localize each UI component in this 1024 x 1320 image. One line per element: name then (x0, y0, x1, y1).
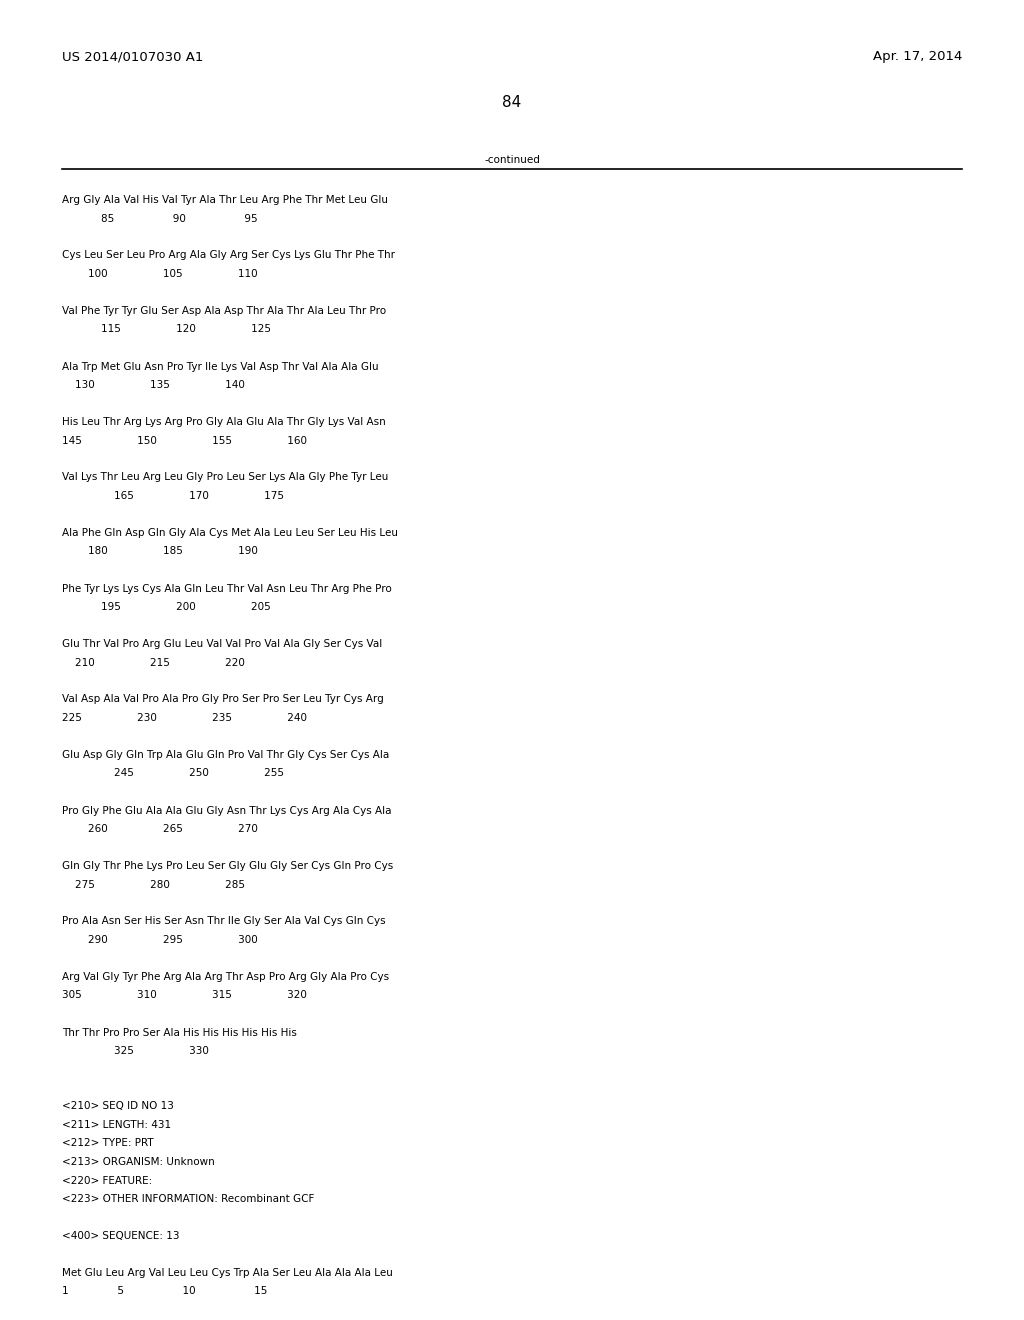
Text: Val Lys Thr Leu Arg Leu Gly Pro Leu Ser Lys Ala Gly Phe Tyr Leu: Val Lys Thr Leu Arg Leu Gly Pro Leu Ser … (62, 473, 388, 483)
Text: <223> OTHER INFORMATION: Recombinant GCF: <223> OTHER INFORMATION: Recombinant GCF (62, 1195, 314, 1204)
Text: Cys Leu Ser Leu Pro Arg Ala Gly Arg Ser Cys Lys Glu Thr Phe Thr: Cys Leu Ser Leu Pro Arg Ala Gly Arg Ser … (62, 251, 395, 260)
Text: Ala Phe Gln Asp Gln Gly Ala Cys Met Ala Leu Leu Ser Leu His Leu: Ala Phe Gln Asp Gln Gly Ala Cys Met Ala … (62, 528, 398, 539)
Text: 115                 120                 125: 115 120 125 (62, 325, 271, 334)
Text: 180                 185                 190: 180 185 190 (62, 546, 258, 557)
Text: Met Glu Leu Arg Val Leu Leu Cys Trp Ala Ser Leu Ala Ala Ala Leu: Met Glu Leu Arg Val Leu Leu Cys Trp Ala … (62, 1269, 393, 1278)
Text: 130                 135                 140: 130 135 140 (62, 380, 245, 389)
Text: 165                 170                 175: 165 170 175 (62, 491, 284, 502)
Text: <400> SEQUENCE: 13: <400> SEQUENCE: 13 (62, 1232, 179, 1241)
Text: 195                 200                 205: 195 200 205 (62, 602, 270, 612)
Text: <210> SEQ ID NO 13: <210> SEQ ID NO 13 (62, 1101, 174, 1111)
Text: <212> TYPE: PRT: <212> TYPE: PRT (62, 1138, 154, 1148)
Text: US 2014/0107030 A1: US 2014/0107030 A1 (62, 50, 204, 63)
Text: Val Phe Tyr Tyr Glu Ser Asp Ala Asp Thr Ala Thr Ala Leu Thr Pro: Val Phe Tyr Tyr Glu Ser Asp Ala Asp Thr … (62, 306, 386, 315)
Text: 1               5                  10                  15: 1 5 10 15 (62, 1287, 267, 1296)
Text: Phe Tyr Lys Lys Cys Ala Gln Leu Thr Val Asn Leu Thr Arg Phe Pro: Phe Tyr Lys Lys Cys Ala Gln Leu Thr Val … (62, 583, 392, 594)
Text: -continued: -continued (484, 154, 540, 165)
Text: Pro Ala Asn Ser His Ser Asn Thr Ile Gly Ser Ala Val Cys Gln Cys: Pro Ala Asn Ser His Ser Asn Thr Ile Gly … (62, 916, 386, 927)
Text: Pro Gly Phe Glu Ala Ala Glu Gly Asn Thr Lys Cys Arg Ala Cys Ala: Pro Gly Phe Glu Ala Ala Glu Gly Asn Thr … (62, 805, 391, 816)
Text: 260                 265                 270: 260 265 270 (62, 824, 258, 834)
Text: Val Asp Ala Val Pro Ala Pro Gly Pro Ser Pro Ser Leu Tyr Cys Arg: Val Asp Ala Val Pro Ala Pro Gly Pro Ser … (62, 694, 384, 705)
Text: 85                  90                  95: 85 90 95 (62, 214, 258, 223)
Text: Glu Asp Gly Gln Trp Ala Glu Gln Pro Val Thr Gly Cys Ser Cys Ala: Glu Asp Gly Gln Trp Ala Glu Gln Pro Val … (62, 750, 389, 760)
Text: His Leu Thr Arg Lys Arg Pro Gly Ala Glu Ala Thr Gly Lys Val Asn: His Leu Thr Arg Lys Arg Pro Gly Ala Glu … (62, 417, 386, 426)
Text: 84: 84 (503, 95, 521, 110)
Text: <220> FEATURE:: <220> FEATURE: (62, 1176, 153, 1185)
Text: Arg Val Gly Tyr Phe Arg Ala Arg Thr Asp Pro Arg Gly Ala Pro Cys: Arg Val Gly Tyr Phe Arg Ala Arg Thr Asp … (62, 972, 389, 982)
Text: 290                 295                 300: 290 295 300 (62, 935, 258, 945)
Text: Arg Gly Ala Val His Val Tyr Ala Thr Leu Arg Phe Thr Met Leu Glu: Arg Gly Ala Val His Val Tyr Ala Thr Leu … (62, 195, 388, 205)
Text: 210                 215                 220: 210 215 220 (62, 657, 245, 668)
Text: 100                 105                 110: 100 105 110 (62, 269, 258, 279)
Text: Ala Trp Met Glu Asn Pro Tyr Ile Lys Val Asp Thr Val Ala Ala Glu: Ala Trp Met Glu Asn Pro Tyr Ile Lys Val … (62, 362, 379, 371)
Text: 305                 310                 315                 320: 305 310 315 320 (62, 990, 307, 1001)
Text: 275                 280                 285: 275 280 285 (62, 879, 245, 890)
Text: Apr. 17, 2014: Apr. 17, 2014 (872, 50, 962, 63)
Text: 145                 150                 155                 160: 145 150 155 160 (62, 436, 307, 446)
Text: <213> ORGANISM: Unknown: <213> ORGANISM: Unknown (62, 1158, 215, 1167)
Text: 325                 330: 325 330 (62, 1045, 209, 1056)
Text: Thr Thr Pro Pro Ser Ala His His His His His His: Thr Thr Pro Pro Ser Ala His His His His … (62, 1027, 297, 1038)
Text: Gln Gly Thr Phe Lys Pro Leu Ser Gly Glu Gly Ser Cys Gln Pro Cys: Gln Gly Thr Phe Lys Pro Leu Ser Gly Glu … (62, 861, 393, 871)
Text: <211> LENGTH: 431: <211> LENGTH: 431 (62, 1119, 171, 1130)
Text: 245                 250                 255: 245 250 255 (62, 768, 284, 779)
Text: 225                 230                 235                 240: 225 230 235 240 (62, 713, 307, 723)
Text: Glu Thr Val Pro Arg Glu Leu Val Val Pro Val Ala Gly Ser Cys Val: Glu Thr Val Pro Arg Glu Leu Val Val Pro … (62, 639, 382, 649)
